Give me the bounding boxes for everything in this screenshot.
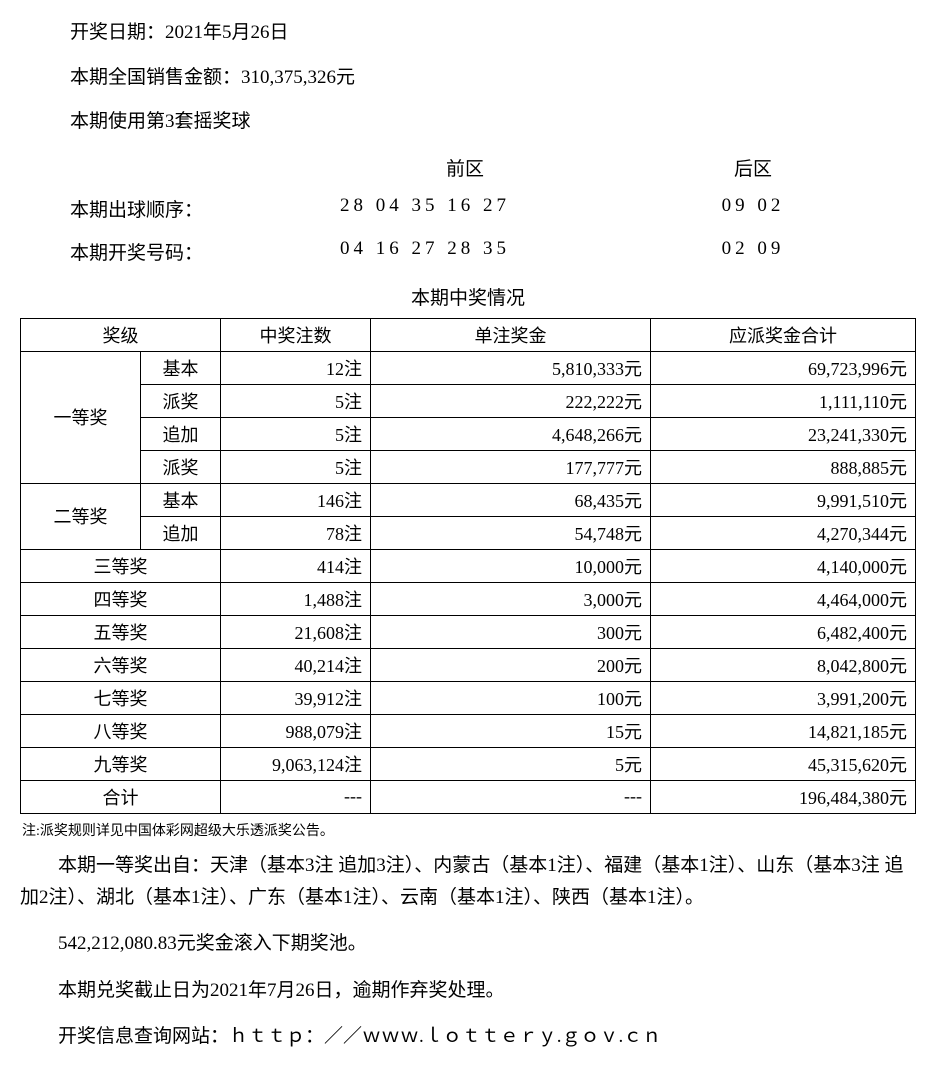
col-total: 应派奖金合计 — [651, 318, 916, 351]
website-paragraph: 开奖信息查询网站：ｈｔｔｐ：／／ｗｗｗ.ｌｏｔｔｅｒｙ.ｇｏｖ.ｃｎ — [20, 1021, 916, 1053]
cell-total: 14,821,185元 — [651, 714, 916, 747]
second-prize-label: 二等奖 — [21, 483, 141, 549]
cell-total: 1,111,110元 — [651, 384, 916, 417]
table-row: 二等奖 基本 146注 68,435元 9,991,510元 — [21, 483, 916, 516]
cell-total: 8,042,800元 — [651, 648, 916, 681]
table-row: 四等奖 1,488注 3,000元 4,464,000元 — [21, 582, 916, 615]
draw-order-back: 09 02 — [590, 195, 916, 222]
table-row: 三等奖 414注 10,000元 4,140,000元 — [21, 549, 916, 582]
cell-count: 5注 — [221, 450, 371, 483]
header-info: 开奖日期：2021年5月26日 本期全国销售金额：310,375,326元 本期… — [20, 20, 916, 136]
cell-per: 200元 — [371, 648, 651, 681]
cell-per: 4,648,266元 — [371, 417, 651, 450]
prize-level: 五等奖 — [21, 615, 221, 648]
sum-label: 合计 — [21, 780, 221, 813]
cell-per: --- — [371, 780, 651, 813]
prize-level: 六等奖 — [21, 648, 221, 681]
prize-level: 九等奖 — [21, 747, 221, 780]
cell-per: 5元 — [371, 747, 651, 780]
cell-count: 9,063,124注 — [221, 747, 371, 780]
cell-count: 39,912注 — [221, 681, 371, 714]
draw-order-front: 28 04 35 16 27 — [340, 195, 590, 222]
col-level: 奖级 — [21, 318, 221, 351]
cell-count: --- — [221, 780, 371, 813]
rollover-paragraph: 542,212,080.83元奖金滚入下期奖池。 — [20, 928, 916, 960]
sales-amount: 本期全国销售金额：310,375,326元 — [70, 65, 916, 92]
table-row: 八等奖 988,079注 15元 14,821,185元 — [21, 714, 916, 747]
cell-per: 177,777元 — [371, 450, 651, 483]
table-row: 派奖 5注 177,777元 888,885元 — [21, 450, 916, 483]
cell-total: 4,464,000元 — [651, 582, 916, 615]
cell-count: 1,488注 — [221, 582, 371, 615]
prize-level: 八等奖 — [21, 714, 221, 747]
col-per: 单注奖金 — [371, 318, 651, 351]
cell-count: 988,079注 — [221, 714, 371, 747]
result-label: 本期开奖号码： — [70, 238, 340, 265]
cell-sub: 派奖 — [141, 384, 221, 417]
cell-per: 300元 — [371, 615, 651, 648]
deadline-paragraph: 本期兑奖截止日为2021年7月26日，逾期作弃奖处理。 — [20, 975, 916, 1007]
table-row: 一等奖 基本 12注 5,810,333元 69,723,996元 — [21, 351, 916, 384]
table-row: 九等奖 9,063,124注 5元 45,315,620元 — [21, 747, 916, 780]
cell-total: 4,140,000元 — [651, 549, 916, 582]
draw-date: 开奖日期：2021年5月26日 — [70, 20, 916, 47]
cell-per: 10,000元 — [371, 549, 651, 582]
result-back: 02 09 — [590, 238, 916, 265]
cell-total: 23,241,330元 — [651, 417, 916, 450]
cell-per: 222,222元 — [371, 384, 651, 417]
prize-table-title: 本期中奖情况 — [20, 283, 916, 310]
cell-count: 5注 — [221, 384, 371, 417]
first-prize-label: 一等奖 — [21, 351, 141, 483]
table-row: 五等奖 21,608注 300元 6,482,400元 — [21, 615, 916, 648]
cell-total: 69,723,996元 — [651, 351, 916, 384]
col-count: 中奖注数 — [221, 318, 371, 351]
table-row: 合计 --- --- 196,484,380元 — [21, 780, 916, 813]
cell-total: 3,991,200元 — [651, 681, 916, 714]
winning-numbers-section: 前区 后区 本期出球顺序： 28 04 35 16 27 09 02 本期开奖号… — [20, 154, 916, 265]
cell-per: 3,000元 — [371, 582, 651, 615]
ball-set: 本期使用第3套摇奖球 — [70, 109, 916, 136]
cell-total: 6,482,400元 — [651, 615, 916, 648]
table-header-row: 奖级 中奖注数 单注奖金 应派奖金合计 — [21, 318, 916, 351]
cell-count: 40,214注 — [221, 648, 371, 681]
footnote: 注:派奖规则详见中国体彩网超级大乐透派奖公告。 — [22, 820, 916, 840]
cell-count: 5注 — [221, 417, 371, 450]
cell-total: 9,991,510元 — [651, 483, 916, 516]
prize-level: 三等奖 — [21, 549, 221, 582]
prize-table: 奖级 中奖注数 单注奖金 应派奖金合计 一等奖 基本 12注 5,810,333… — [20, 318, 916, 814]
cell-total: 196,484,380元 — [651, 780, 916, 813]
cell-per: 100元 — [371, 681, 651, 714]
cell-per: 5,810,333元 — [371, 351, 651, 384]
cell-per: 15元 — [371, 714, 651, 747]
winners-paragraph: 本期一等奖出自：天津（基本3注 追加3注）、内蒙古（基本1注）、福建（基本1注）… — [20, 850, 916, 915]
cell-count: 414注 — [221, 549, 371, 582]
cell-total: 4,270,344元 — [651, 516, 916, 549]
cell-total: 888,885元 — [651, 450, 916, 483]
prize-level: 四等奖 — [21, 582, 221, 615]
cell-sub: 派奖 — [141, 450, 221, 483]
front-zone-label: 前区 — [340, 154, 590, 181]
table-row: 派奖 5注 222,222元 1,111,110元 — [21, 384, 916, 417]
result-front: 04 16 27 28 35 — [340, 238, 590, 265]
table-row: 追加 5注 4,648,266元 23,241,330元 — [21, 417, 916, 450]
cell-count: 146注 — [221, 483, 371, 516]
cell-sub: 基本 — [141, 483, 221, 516]
cell-sub: 追加 — [141, 516, 221, 549]
back-zone-label: 后区 — [590, 154, 916, 181]
cell-count: 21,608注 — [221, 615, 371, 648]
cell-per: 54,748元 — [371, 516, 651, 549]
cell-sub: 基本 — [141, 351, 221, 384]
cell-count: 78注 — [221, 516, 371, 549]
prize-level: 七等奖 — [21, 681, 221, 714]
table-row: 六等奖 40,214注 200元 8,042,800元 — [21, 648, 916, 681]
table-row: 追加 78注 54,748元 4,270,344元 — [21, 516, 916, 549]
cell-sub: 追加 — [141, 417, 221, 450]
cell-per: 68,435元 — [371, 483, 651, 516]
cell-total: 45,315,620元 — [651, 747, 916, 780]
cell-count: 12注 — [221, 351, 371, 384]
draw-order-label: 本期出球顺序： — [70, 195, 340, 222]
table-row: 七等奖 39,912注 100元 3,991,200元 — [21, 681, 916, 714]
